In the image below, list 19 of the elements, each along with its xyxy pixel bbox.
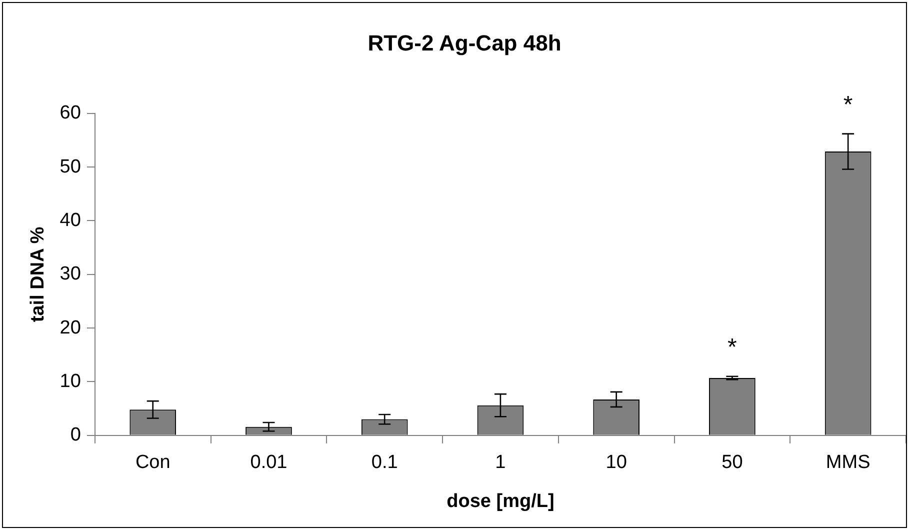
x-tick-label: 50 [722,452,743,474]
y-axis-title: tail DNA % [28,226,49,322]
y-tick-label: 10 [60,370,81,392]
x-tick-label: 10 [606,452,627,474]
chart-title: RTG-2 Ag-Cap 48h [368,30,562,56]
x-tick-label: 1 [495,452,506,474]
y-tick-label: 20 [60,317,81,338]
x-tick-label: MMS [826,452,870,474]
x-tick-label: 0.1 [371,452,398,474]
x-tick-label: 0.01 [250,452,288,474]
y-tick-label: 60 [60,102,81,124]
y-tick-label: 50 [60,156,81,178]
y-tick-label: 0 [70,424,81,446]
y-tick-label: 40 [60,210,81,231]
annotation: * [843,91,853,118]
y-tick-label: 30 [60,264,81,285]
x-tick-label: Con [135,452,170,474]
x-axis-title: dose [mg/L] [446,490,554,512]
annotation: * [728,334,737,361]
